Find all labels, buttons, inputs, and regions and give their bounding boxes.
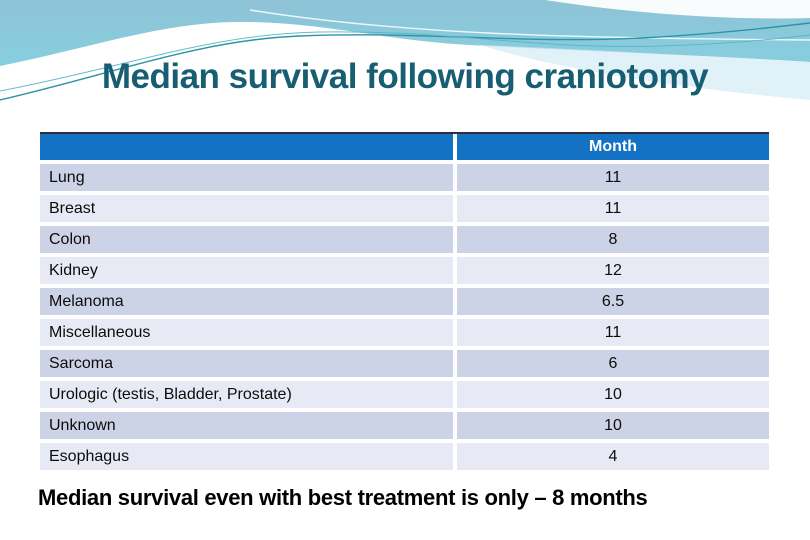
table-row: Melanoma 6.5: [40, 288, 769, 315]
table-body: Lung 11 Breast 11 Colon 8 Kidney 12 Mela…: [40, 164, 769, 470]
row-value: 10: [457, 412, 769, 439]
wave-top-right-notch: [545, 0, 810, 19]
table-row: Urologic (testis, Bladder, Prostate) 10: [40, 381, 769, 408]
table-row: Breast 11: [40, 195, 769, 222]
caption: Median survival even with best treatment…: [38, 485, 648, 510]
row-label: Miscellaneous: [40, 319, 453, 346]
row-value: 11: [457, 319, 769, 346]
table-row: Miscellaneous 11: [40, 319, 769, 346]
table-row: Sarcoma 6: [40, 350, 769, 377]
row-value: 6: [457, 350, 769, 377]
table-row: Esophagus 4: [40, 443, 769, 470]
row-value: 4: [457, 443, 769, 470]
table-header-empty-cell: [40, 134, 453, 160]
row-label: Colon: [40, 226, 453, 253]
row-value: 8: [457, 226, 769, 253]
row-label: Melanoma: [40, 288, 453, 315]
row-label: Sarcoma: [40, 350, 453, 377]
row-value: 6.5: [457, 288, 769, 315]
row-label: Esophagus: [40, 443, 453, 470]
table-row: Unknown 10: [40, 412, 769, 439]
row-label: Urologic (testis, Bladder, Prostate): [40, 381, 453, 408]
table-row: Kidney 12: [40, 257, 769, 284]
row-value: 12: [457, 257, 769, 284]
page-title: Median survival following craniotomy: [101, 57, 709, 96]
row-label: Unknown: [40, 412, 453, 439]
row-value: 11: [457, 164, 769, 191]
table-row: Lung 11: [40, 164, 769, 191]
row-value: 10: [457, 381, 769, 408]
survival-table: Month Lung 11 Breast 11 Colon 8 Kidney 1…: [40, 132, 769, 470]
row-label: Breast: [40, 195, 453, 222]
table-header-row: Month: [40, 134, 769, 160]
row-label: Kidney: [40, 257, 453, 284]
row-label: Lung: [40, 164, 453, 191]
row-value: 11: [457, 195, 769, 222]
wave-white-line: [249, 9, 810, 41]
table-header-month: Month: [457, 134, 769, 160]
table-row: Colon 8: [40, 226, 769, 253]
